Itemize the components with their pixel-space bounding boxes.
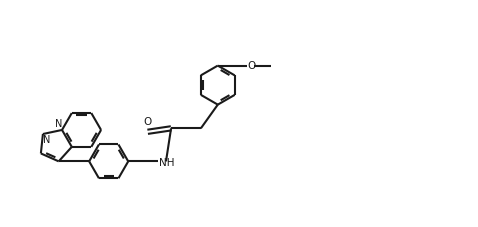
Text: O: O <box>248 61 256 71</box>
Text: N: N <box>55 119 63 129</box>
Text: N: N <box>43 135 50 145</box>
Text: NH: NH <box>160 158 175 168</box>
Text: O: O <box>143 117 152 127</box>
